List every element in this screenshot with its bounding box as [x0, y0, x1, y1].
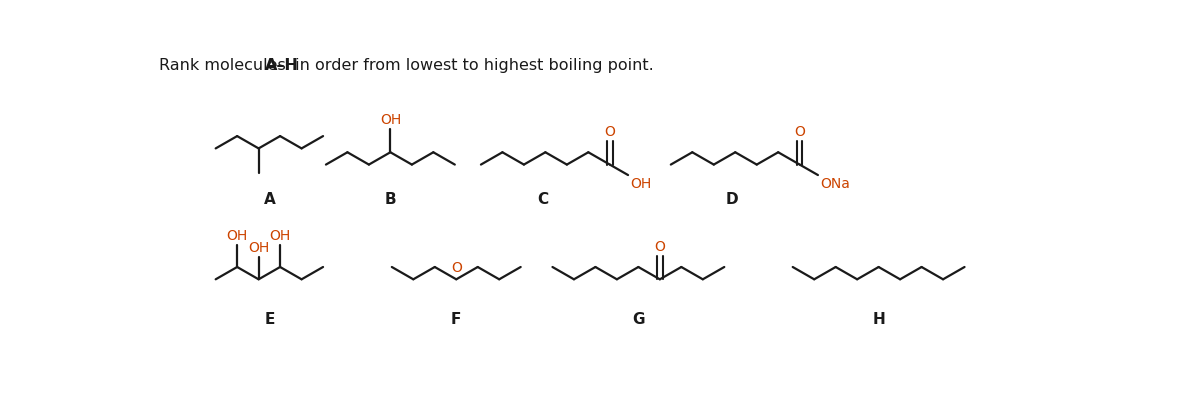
Text: A: A: [263, 192, 275, 207]
Text: O: O: [604, 125, 615, 139]
Text: OH: OH: [631, 178, 652, 191]
Text: OH: OH: [380, 112, 401, 126]
Text: O: O: [450, 261, 461, 275]
Text: C: C: [537, 192, 548, 207]
Text: F: F: [452, 312, 461, 327]
Text: B: B: [384, 192, 396, 207]
Text: G: G: [632, 312, 645, 327]
Text: OH: OH: [269, 229, 291, 243]
Text: O: O: [794, 125, 805, 139]
Text: D: D: [725, 192, 739, 207]
Text: A–H: A–H: [265, 58, 299, 73]
Text: in order from lowest to highest boiling point.: in order from lowest to highest boiling …: [291, 58, 655, 73]
Text: H: H: [872, 312, 885, 327]
Text: Rank molecules: Rank molecules: [160, 58, 292, 73]
Text: OH: OH: [247, 241, 269, 255]
Text: E: E: [264, 312, 275, 327]
Text: OH: OH: [227, 229, 247, 243]
Text: ONa: ONa: [820, 178, 850, 191]
Text: O: O: [655, 240, 665, 254]
